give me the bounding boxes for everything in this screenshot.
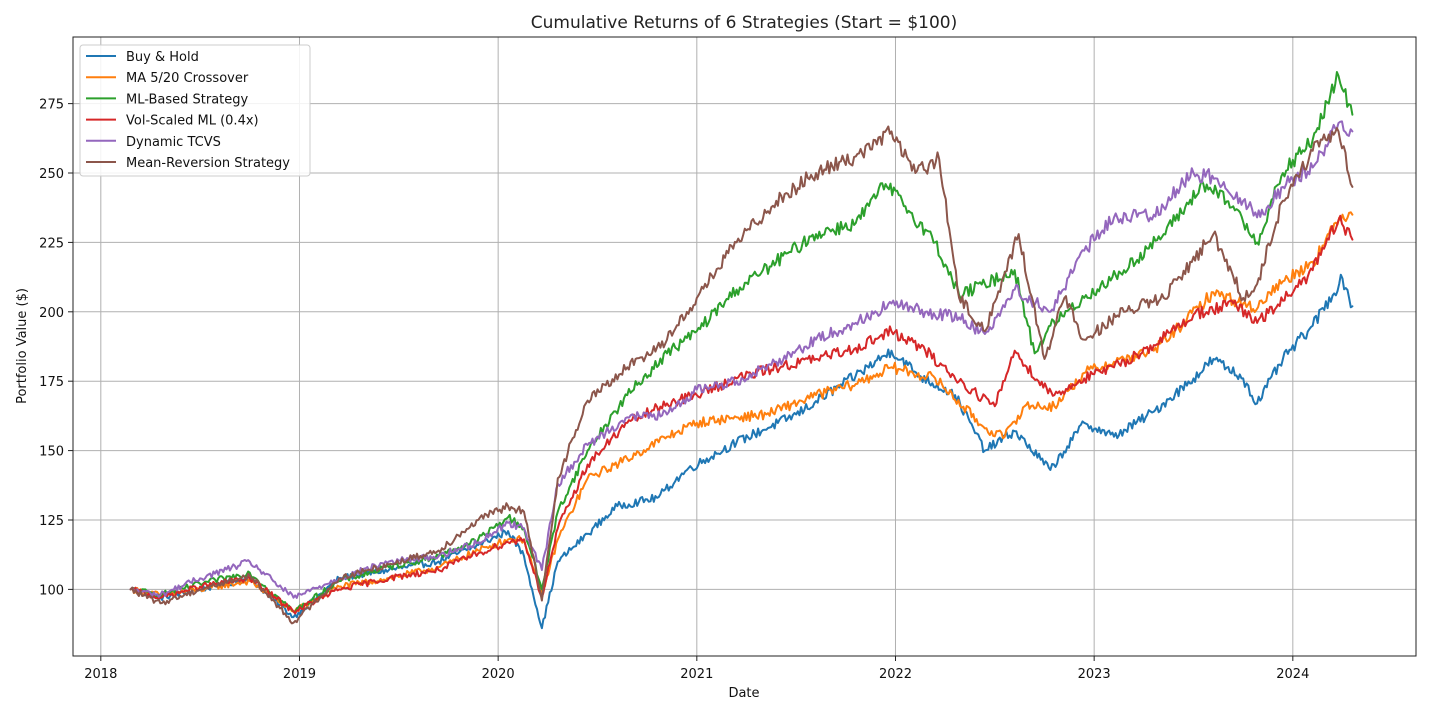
y-tick-label: 125 [39, 514, 64, 529]
series-line-3 [129, 214, 1354, 615]
plot-area [129, 71, 1354, 630]
series-line-5 [129, 125, 1354, 625]
x-tick-label: 2023 [1078, 667, 1111, 682]
legend-label: ML-Based Strategy [126, 92, 249, 107]
y-tick-label: 275 [39, 98, 64, 113]
legend-box [79, 44, 311, 177]
x-tick-label: 2019 [283, 667, 316, 682]
legend-items: Buy & Hold MA 5/20 Crossover ML-Based Stra… [86, 50, 290, 171]
y-tick-label: 225 [39, 236, 64, 251]
y-tick-label: 100 [39, 583, 64, 598]
legend-label: Vol-Scaled ML (0.4x) [126, 114, 259, 129]
x-axis-ticks: 2018 2019 2020 2021 2022 2023 2024 [84, 656, 1309, 682]
chart-title: Cumulative Returns of 6 Strategies (Star… [531, 13, 957, 33]
y-tick-label: 200 [39, 306, 64, 321]
y-axis-ticks: 100 125 150 175 200 225 250 275 [39, 98, 73, 598]
y-tick-label: 150 [39, 445, 64, 460]
y-tick-label: 250 [39, 167, 64, 182]
x-tick-label: 2020 [482, 667, 515, 682]
x-tick-label: 2018 [84, 667, 117, 682]
y-axis-label: Portfolio Value ($) [15, 288, 30, 404]
legend-label: MA 5/20 Crossover [126, 71, 249, 86]
y-tick-label: 175 [39, 375, 64, 390]
legend-label: Buy & Hold [126, 50, 199, 65]
legend-label: Mean-Reversion Strategy [126, 156, 290, 171]
legend-label: Dynamic TCVS [126, 135, 221, 150]
plot-frame [72, 36, 1417, 657]
x-tick-label: 2024 [1276, 667, 1309, 682]
legend: Buy & Hold MA 5/20 Crossover ML-Based Stra… [79, 44, 311, 177]
x-tick-label: 2022 [879, 667, 912, 682]
x-axis-label: Date [728, 686, 759, 701]
x-tick-label: 2021 [680, 667, 713, 682]
series-line-4 [129, 120, 1354, 599]
